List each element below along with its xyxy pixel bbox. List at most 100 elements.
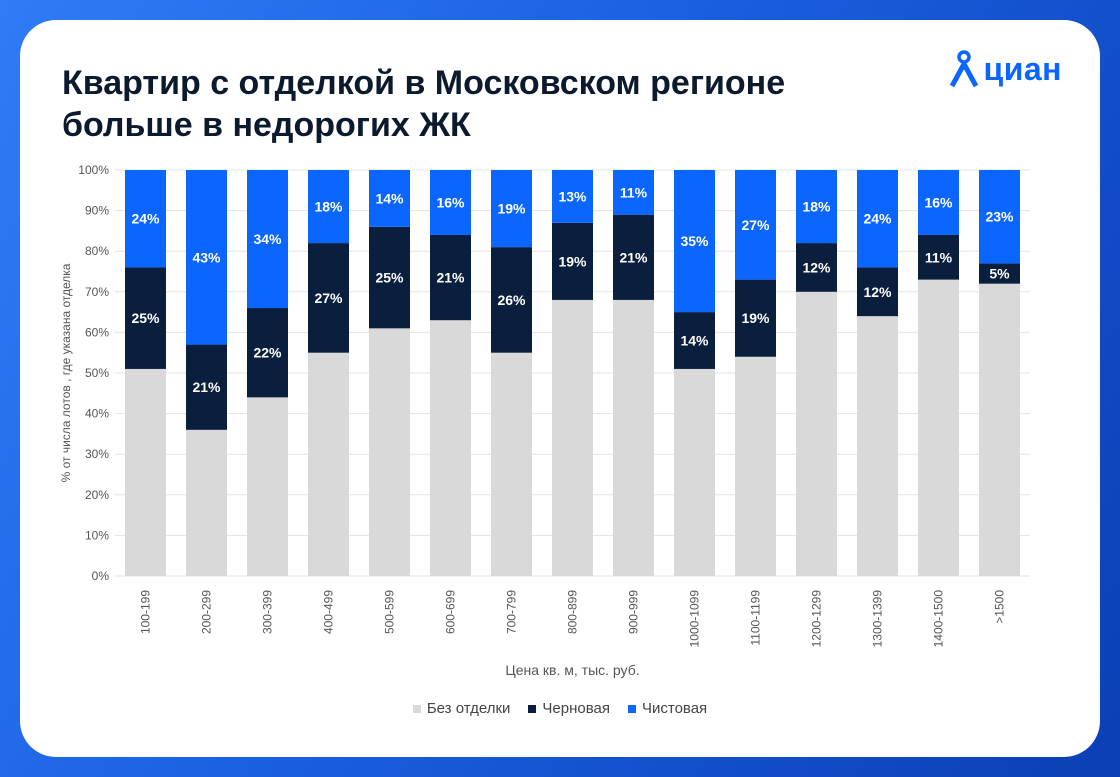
- x-tick-label: 200-299: [200, 590, 214, 634]
- bar-segment: [125, 267, 166, 369]
- bar-segment: [186, 170, 227, 345]
- data-label: 13%: [558, 188, 587, 204]
- bar-segment: [308, 243, 349, 353]
- chart-title-line1: Квартир с отделкой в Московском регионе: [62, 64, 786, 102]
- bar-segment: [735, 279, 776, 357]
- bar-segment: [857, 170, 898, 268]
- data-label: 27%: [314, 290, 343, 306]
- bar-segment: [918, 170, 959, 235]
- data-label: 18%: [802, 199, 831, 215]
- y-tick-label: 50%: [85, 366, 109, 380]
- chart-title-line2: больше в недорогих ЖК: [62, 106, 471, 144]
- y-tick-label: 30%: [85, 447, 109, 461]
- x-tick-label: 400-499: [322, 590, 336, 634]
- y-tick-label: 20%: [85, 488, 109, 502]
- legend-label: Без отделки: [426, 700, 511, 717]
- bar-segment: [186, 429, 227, 576]
- data-label: 11%: [620, 184, 648, 200]
- data-label: 21%: [436, 270, 465, 286]
- x-tick-label: >1500: [993, 590, 1007, 624]
- cian-logo-text: циан: [983, 50, 1062, 87]
- bar-segment: [491, 352, 532, 576]
- bar-segment: [918, 234, 959, 280]
- data-label: 21%: [619, 249, 648, 265]
- bar-segment: [430, 320, 471, 576]
- x-axis-label: Цена кв. м, тыс. руб.: [505, 662, 639, 678]
- legend-swatch: [412, 704, 421, 713]
- bar-segment: [552, 222, 593, 300]
- data-label: 23%: [985, 209, 1014, 225]
- y-tick-label: 80%: [85, 244, 109, 258]
- legend-swatch: [627, 704, 636, 713]
- bar-segment: [552, 170, 593, 223]
- bar-segment: [247, 397, 288, 576]
- bar-segment: [491, 247, 532, 353]
- data-label: 5%: [989, 266, 1010, 282]
- stacked-bar-chart: 0% 10% 20% 30% 40% 50% 60% 70% 80% 90% 100% % от чи…: [59, 163, 1030, 678]
- bar-segment: [491, 170, 532, 248]
- chart-title: Квартир с отделкой в Московском регионе …: [62, 62, 785, 146]
- x-tick-label: 300-399: [261, 590, 275, 634]
- data-label: 24%: [863, 211, 892, 227]
- data-label: 19%: [497, 201, 526, 217]
- legend-swatch: [528, 704, 537, 713]
- cian-person-pin-icon: [949, 50, 978, 88]
- x-tick-label: 1100-1199: [749, 590, 763, 646]
- data-label: 19%: [558, 253, 587, 269]
- x-tick-label: 100-199: [139, 590, 153, 634]
- data-label: 14%: [375, 190, 404, 206]
- data-label: 14%: [680, 333, 709, 349]
- bar-segment: [857, 316, 898, 576]
- legend-label: Черновая: [542, 700, 610, 717]
- x-tick-label: 1300-1399: [871, 590, 885, 648]
- bar-segment: [308, 352, 349, 576]
- bar-segment: [613, 170, 654, 215]
- bar-segment: [979, 263, 1020, 284]
- y-tick-label: 100%: [78, 163, 109, 177]
- bar-segment: [613, 299, 654, 576]
- data-label: 16%: [924, 194, 953, 210]
- data-label: 43%: [192, 249, 221, 265]
- data-label: 25%: [131, 310, 160, 326]
- bar-segment: [979, 170, 1020, 264]
- y-tick-label: 40%: [85, 407, 109, 421]
- x-tick-label: 1400-1500: [932, 590, 946, 648]
- legend-item: Черновая: [528, 700, 610, 717]
- bar-segment: [247, 308, 288, 398]
- x-tick-label: 600-699: [444, 590, 458, 634]
- data-label: 26%: [497, 292, 526, 308]
- y-tick-label: 90%: [85, 204, 109, 218]
- bar-segment: [369, 170, 410, 227]
- bar-segment: [674, 368, 715, 576]
- y-tick-label: 10%: [85, 528, 109, 542]
- bar-segment: [735, 170, 776, 280]
- bar-segment: [125, 368, 166, 576]
- bar-segment: [552, 299, 593, 576]
- bar-segment: [430, 234, 471, 321]
- bar-segment: [918, 279, 959, 576]
- legend-label: Чистовая: [641, 700, 708, 717]
- x-tick-label: 1200-1299: [810, 590, 824, 648]
- data-label: 18%: [314, 199, 343, 215]
- data-label: 24%: [131, 211, 160, 227]
- y-tick-label: 60%: [85, 325, 109, 339]
- y-tick-label: 0%: [92, 569, 110, 583]
- legend-item: Без отделки: [412, 700, 511, 717]
- data-label: 22%: [253, 345, 282, 361]
- y-axis-label: % от числа лотов , где указана отделка: [59, 263, 73, 482]
- data-label: 25%: [375, 270, 404, 286]
- y-tick-label: 70%: [85, 285, 109, 299]
- bar-segment: [369, 226, 410, 329]
- bar-segment: [674, 312, 715, 369]
- data-label: 12%: [863, 284, 892, 300]
- bar-segment: [247, 170, 288, 309]
- data-label: 11%: [925, 249, 953, 265]
- x-tick-label: 500-599: [383, 590, 397, 634]
- bar-segment: [674, 170, 715, 313]
- chart-card: Квартир с отделкой в Московском регионе …: [20, 20, 1100, 757]
- x-tick-label: 700-799: [505, 590, 519, 634]
- bar-segment: [979, 283, 1020, 576]
- bar-segment: [186, 344, 227, 430]
- bar-segment: [308, 170, 349, 244]
- bar-segment: [796, 243, 837, 292]
